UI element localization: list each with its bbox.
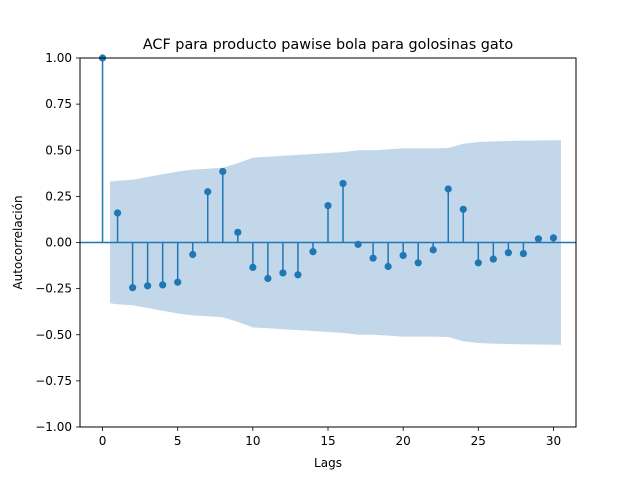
x-tick-label-0: 0 (99, 434, 107, 448)
marker-lag-1 (113, 209, 122, 217)
marker-lag-2 (129, 284, 137, 292)
chart-title: ACF para producto pawise bola para golos… (143, 37, 514, 53)
markers-layer (98, 54, 558, 292)
marker-lag-10 (249, 263, 257, 272)
marker-lag-11 (264, 274, 272, 283)
x-tick-label-10: 10 (245, 434, 260, 448)
marker-lag-7 (204, 188, 212, 196)
marker-lag-22 (429, 246, 437, 254)
marker-lag-18 (369, 254, 377, 262)
marker-lag-15 (324, 202, 332, 210)
x-tick-label-30: 30 (546, 434, 561, 448)
marker-lag-26 (489, 255, 497, 263)
y-axis-label: Autocorrelación (11, 195, 25, 289)
marker-lag-27 (504, 249, 512, 257)
y-tick-label-4: 0.00 (45, 236, 72, 250)
marker-lag-24 (459, 205, 467, 213)
y-ticks: −1.00 −0.75 −0.50 −0.25 0.00 0.25 0.50 0.75 1.00 (35, 51, 80, 434)
marker-lag-8 (219, 167, 227, 176)
marker-lag-5 (174, 278, 182, 286)
y-tick-label-2: −0.50 (35, 328, 72, 342)
marker-lag-13 (294, 271, 302, 279)
y-tick-label-6: 0.50 (45, 143, 72, 157)
y-tick-label-5: 0.25 (45, 189, 72, 203)
marker-lag-16 (339, 179, 347, 188)
y-tick-label-7: 0.75 (45, 97, 72, 111)
marker-lag-30 (549, 234, 558, 242)
x-ticks: 0 5 10 15 20 25 30 (99, 427, 561, 448)
marker-lag-4 (159, 281, 167, 289)
marker-lag-23 (444, 185, 452, 193)
y-tick-label-8: 1.00 (45, 51, 72, 65)
marker-lag-6 (189, 250, 197, 259)
x-tick-label-25: 25 (471, 434, 486, 448)
marker-lag-29 (534, 235, 543, 243)
marker-lag-12 (279, 269, 287, 277)
x-tick-label-15: 15 (320, 434, 335, 448)
y-tick-label-3: −0.25 (35, 282, 72, 296)
x-axis-label: Lags (314, 456, 342, 470)
marker-lag-25 (474, 259, 482, 267)
marker-lag-14 (309, 248, 317, 256)
marker-lag-28 (519, 249, 527, 258)
marker-lag-21 (414, 259, 422, 267)
marker-lag-20 (399, 251, 407, 260)
marker-lag-9 (234, 228, 242, 236)
y-tick-label-1: −0.75 (35, 374, 72, 388)
x-tick-label-20: 20 (396, 434, 411, 448)
marker-lag-19 (384, 262, 392, 271)
marker-lag-17 (354, 240, 362, 248)
x-tick-label-5: 5 (174, 434, 182, 448)
y-tick-label-0: −1.00 (35, 420, 72, 434)
marker-lag-3 (144, 282, 152, 290)
